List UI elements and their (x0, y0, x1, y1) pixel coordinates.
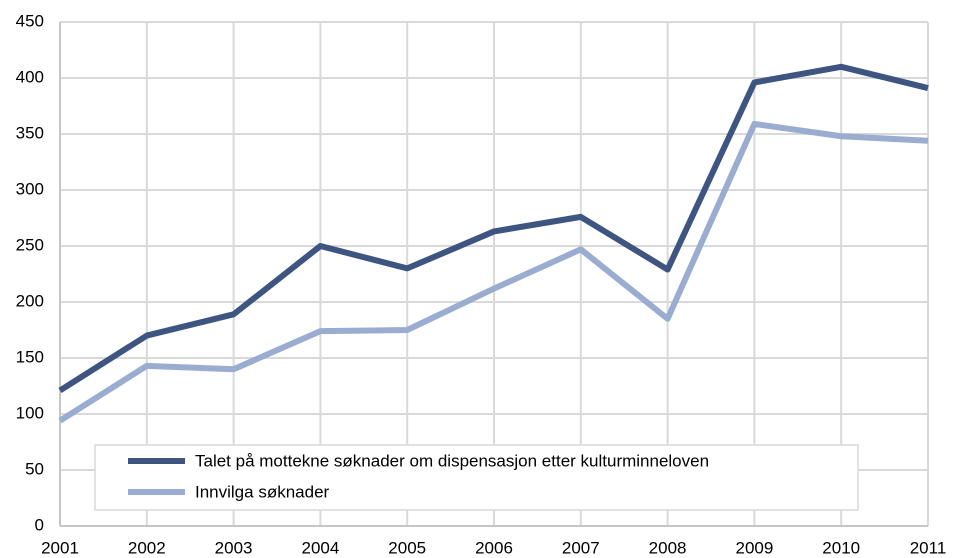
legend-label: Talet på mottekne søknader om dispensasj… (195, 451, 709, 470)
x-tick-label: 2010 (822, 538, 860, 557)
x-tick-label: 2007 (562, 538, 600, 557)
x-tick-label: 2011 (910, 538, 947, 557)
x-tick-label: 2008 (649, 538, 687, 557)
x-tick-label: 2003 (215, 538, 253, 557)
legend: Talet på mottekne søknader om dispensasj… (94, 444, 859, 511)
series-line (58, 120, 929, 424)
x-tick-label: 2006 (475, 538, 513, 557)
y-tick-label: 50 (25, 459, 44, 478)
x-tick-label: 2005 (388, 538, 426, 557)
legend-box (94, 444, 859, 511)
y-tick-label: 200 (16, 291, 44, 310)
y-tick-label: 300 (16, 179, 44, 198)
x-tick-label: 2002 (128, 538, 166, 557)
x-tick-label: 2004 (301, 538, 339, 557)
y-tick-label: 150 (16, 347, 44, 366)
y-tick-label: 250 (16, 235, 44, 254)
x-tick-label: 2001 (41, 538, 79, 557)
x-tick-label: 2009 (735, 538, 773, 557)
series-line (58, 63, 929, 394)
y-tick-label: 450 (16, 11, 44, 30)
legend-label: Innvilga søknader (195, 482, 330, 501)
y-tick-label: 100 (16, 403, 44, 422)
y-tick-label: 0 (35, 515, 44, 534)
y-tick-label: 350 (16, 123, 44, 142)
y-tick-label: 400 (16, 67, 44, 86)
